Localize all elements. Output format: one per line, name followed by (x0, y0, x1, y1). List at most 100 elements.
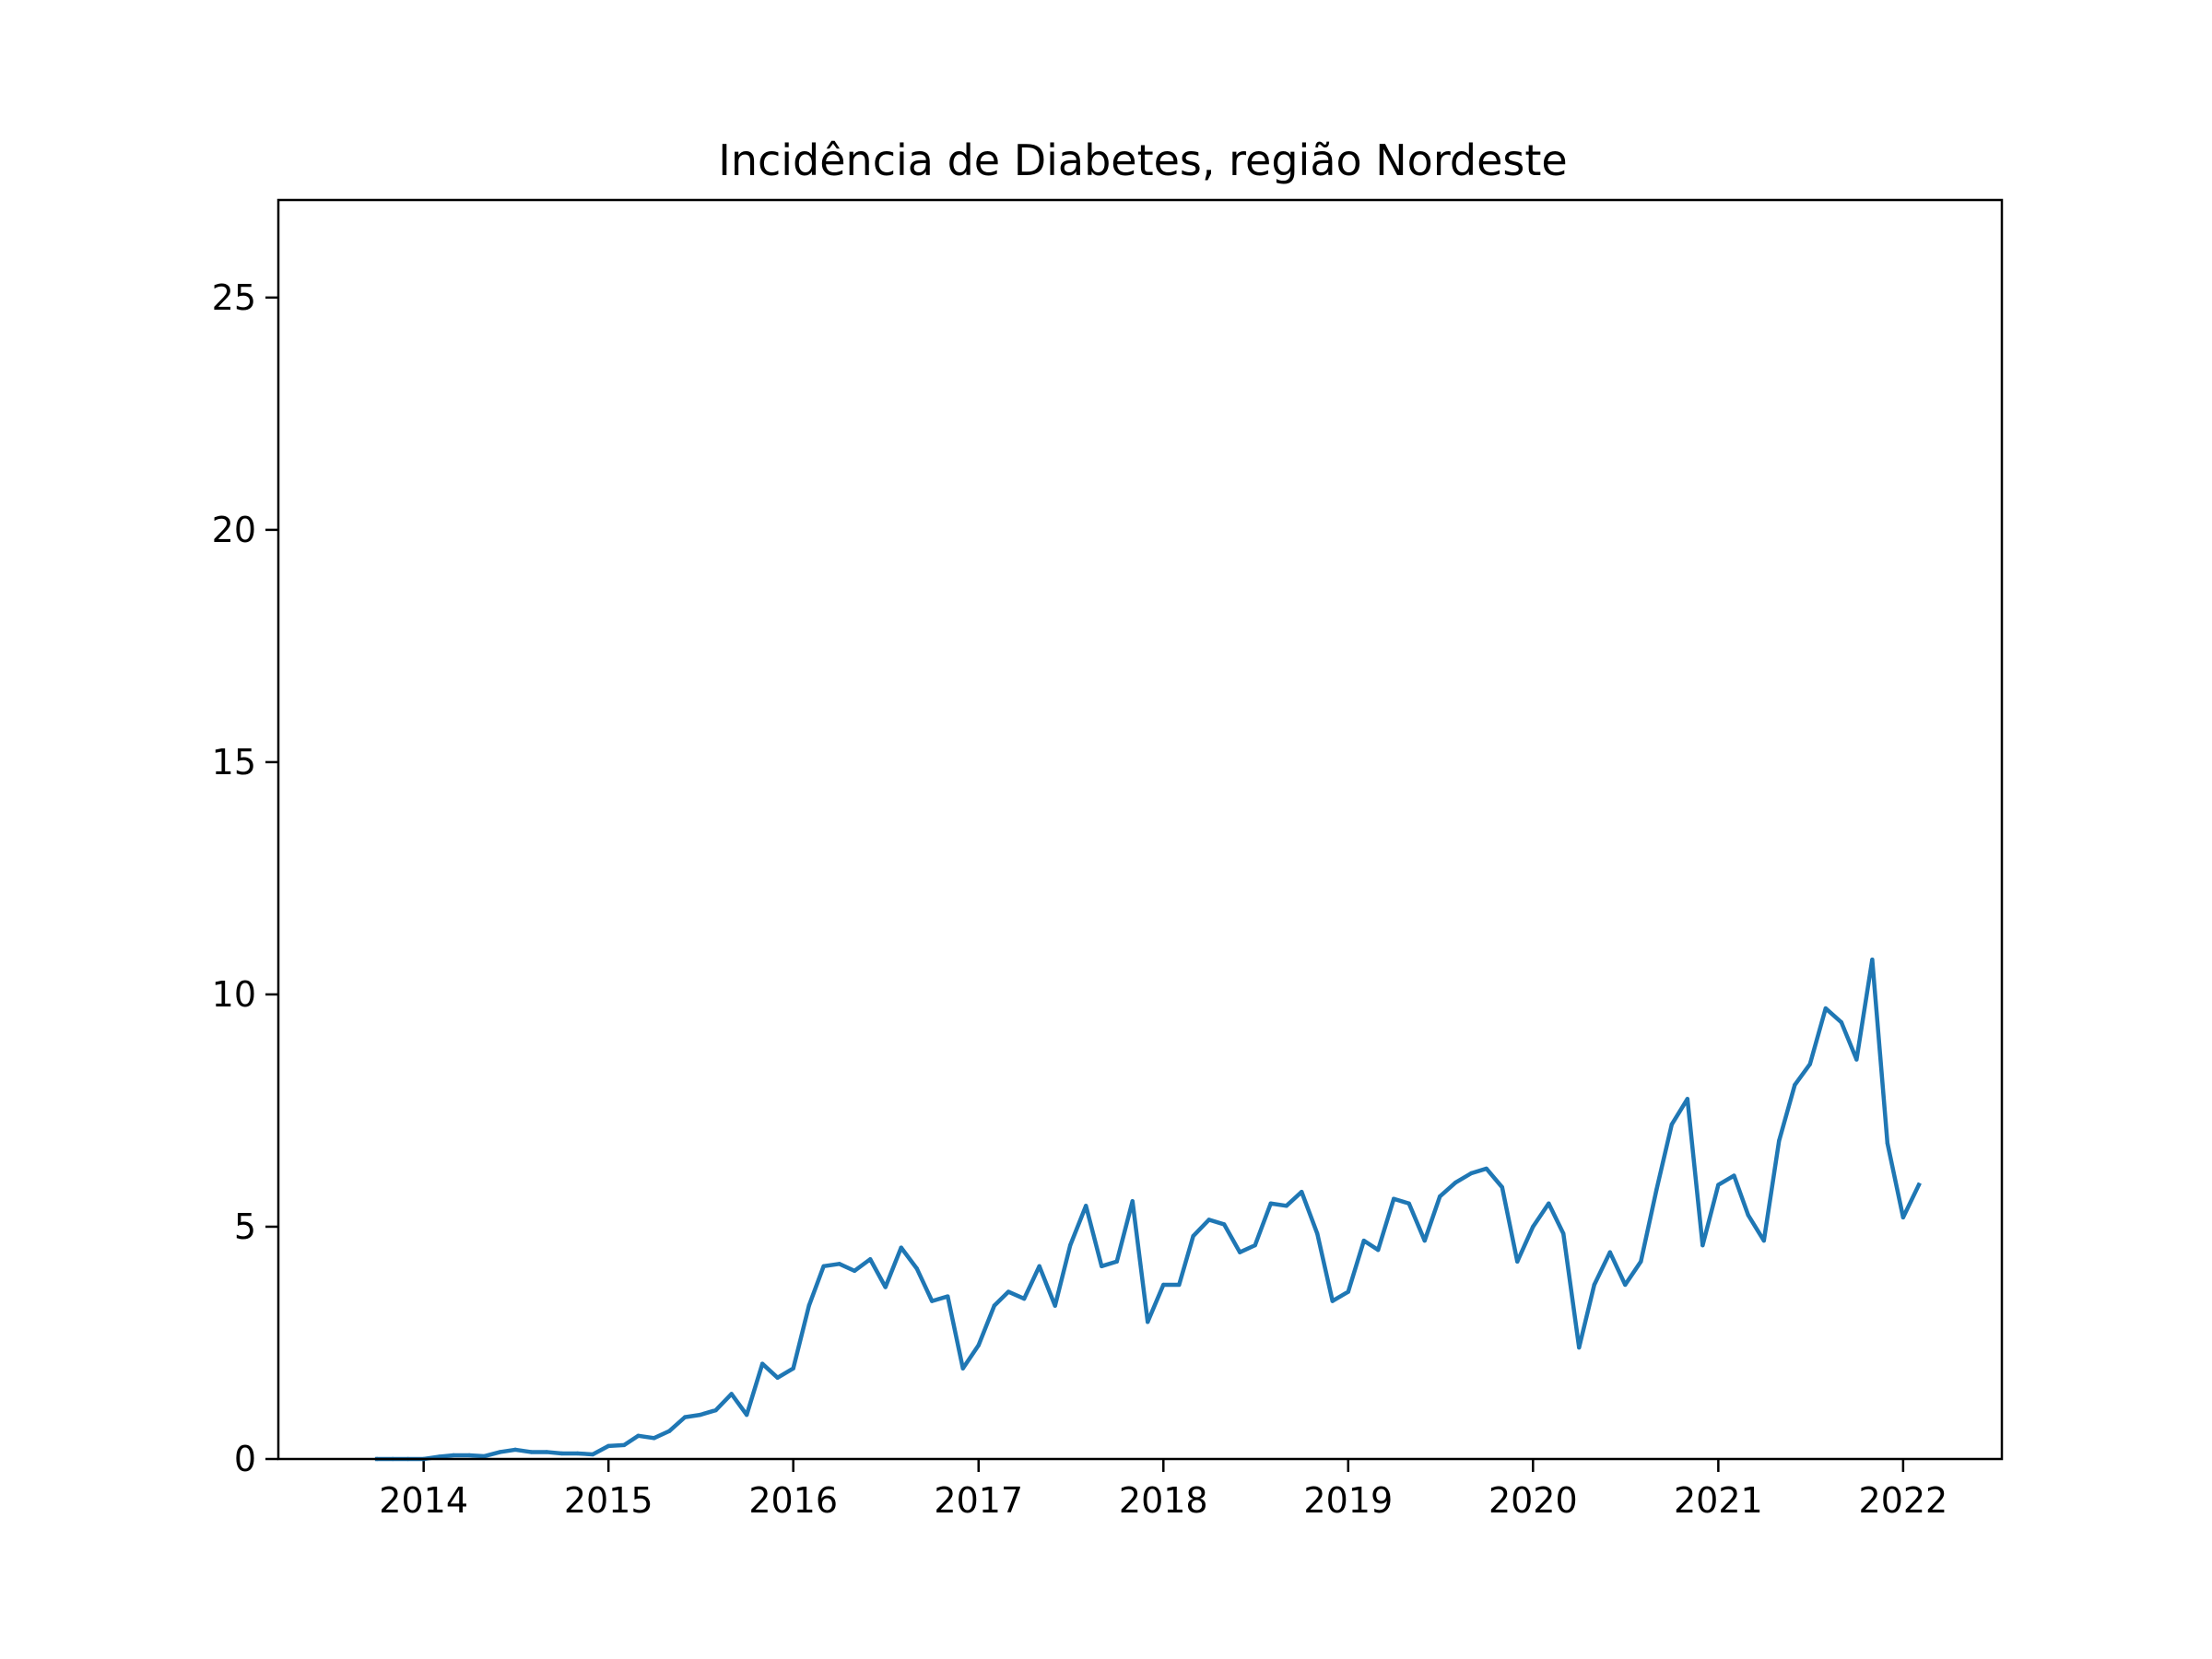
data-point (1807, 1062, 1812, 1066)
data-point (1854, 1057, 1859, 1062)
data-point (867, 1257, 873, 1262)
data-point (544, 1450, 549, 1454)
data-point (1515, 1259, 1520, 1264)
y-tick-label: 5 (234, 1206, 256, 1247)
data-point (1300, 1189, 1304, 1194)
data-point (946, 1294, 950, 1299)
data-point (1793, 1083, 1797, 1088)
data-point (437, 1454, 441, 1459)
series-line (374, 957, 1922, 1462)
data-point (1469, 1171, 1474, 1176)
data-point (1500, 1184, 1504, 1190)
y-tick-label: 20 (212, 510, 256, 550)
data-point (1053, 1303, 1057, 1308)
data-point (1315, 1231, 1320, 1236)
data-point (498, 1450, 502, 1454)
data-point (1823, 1006, 1829, 1011)
data-point (1900, 1215, 1906, 1220)
data-point (1177, 1282, 1182, 1288)
data-point (930, 1299, 935, 1303)
data-point (1100, 1264, 1104, 1269)
data-point (1870, 957, 1875, 962)
data-point (1453, 1180, 1458, 1185)
data-point (914, 1266, 919, 1271)
data-point (775, 1375, 780, 1380)
data-point (1639, 1259, 1643, 1264)
data-point (1376, 1247, 1381, 1253)
data-point (1547, 1201, 1551, 1206)
data-point (1067, 1242, 1073, 1248)
data-point (976, 1343, 981, 1347)
data-point (960, 1366, 965, 1371)
x-axis-ticks: 2014 2015 2016 2017 2018 2019 2020 2021 2022 (379, 1459, 1947, 1521)
series-layer (374, 957, 1922, 1462)
data-point (1146, 1320, 1150, 1324)
data-point (837, 1262, 841, 1266)
data-point (1130, 1199, 1135, 1204)
data-point (1361, 1238, 1367, 1243)
x-tick-label: 2020 (1488, 1480, 1578, 1521)
data-point (1238, 1250, 1242, 1254)
data-point (590, 1452, 595, 1457)
data-point (1732, 1173, 1736, 1178)
data-point (1253, 1242, 1257, 1248)
data-point (1577, 1345, 1582, 1350)
data-point (466, 1453, 472, 1458)
y-tick-label: 25 (212, 277, 256, 318)
data-point (744, 1412, 749, 1418)
data-point (1531, 1224, 1535, 1230)
x-tick-label: 2017 (934, 1480, 1023, 1521)
data-point (806, 1303, 811, 1308)
x-tick-label: 2016 (748, 1480, 838, 1521)
data-point (682, 1415, 688, 1419)
data-point (1592, 1282, 1596, 1288)
chart-title: Incidência de Diabetes, região Nordeste (718, 135, 1567, 185)
y-axis-ticks: 0 5 10 15 20 25 (212, 277, 278, 1479)
data-point (1623, 1282, 1628, 1288)
y-tick-label: 10 (212, 974, 256, 1015)
data-point (1746, 1213, 1750, 1218)
y-tick-label: 15 (212, 742, 256, 782)
data-point (1484, 1166, 1488, 1171)
x-tick-label: 2022 (1859, 1480, 1948, 1521)
data-point (1669, 1122, 1675, 1127)
data-point (512, 1447, 518, 1453)
data-point (1191, 1233, 1195, 1239)
data-point (1161, 1282, 1166, 1288)
data-point (791, 1366, 795, 1371)
data-point (821, 1264, 826, 1269)
data-point (992, 1303, 996, 1308)
data-point (528, 1450, 534, 1454)
data-point (559, 1451, 564, 1456)
data-point (1561, 1231, 1566, 1236)
data-point (1761, 1238, 1767, 1243)
data-point (652, 1436, 656, 1441)
data-point (1438, 1194, 1442, 1199)
data-point (1777, 1138, 1782, 1143)
data-point (759, 1361, 765, 1366)
x-tick-label: 2019 (1303, 1480, 1393, 1521)
data-point (1346, 1289, 1350, 1294)
data-point (622, 1442, 627, 1448)
data-point (575, 1451, 580, 1456)
data-point (1284, 1204, 1288, 1208)
data-point (1839, 1019, 1844, 1025)
data-point (698, 1412, 702, 1418)
data-point (482, 1453, 487, 1459)
data-point (729, 1392, 734, 1396)
x-tick-label: 2018 (1119, 1480, 1208, 1521)
data-point (1114, 1259, 1119, 1264)
data-point (1700, 1242, 1705, 1248)
data-point (1716, 1182, 1721, 1187)
data-point (1206, 1218, 1211, 1222)
data-point (1885, 1141, 1890, 1146)
x-tick-label: 2015 (564, 1480, 653, 1521)
data-point (666, 1429, 672, 1433)
data-point (852, 1268, 857, 1274)
data-point (1607, 1250, 1613, 1254)
data-point (713, 1407, 718, 1413)
data-point (1422, 1238, 1427, 1243)
data-point (1084, 1204, 1088, 1208)
data-point (1268, 1201, 1273, 1206)
